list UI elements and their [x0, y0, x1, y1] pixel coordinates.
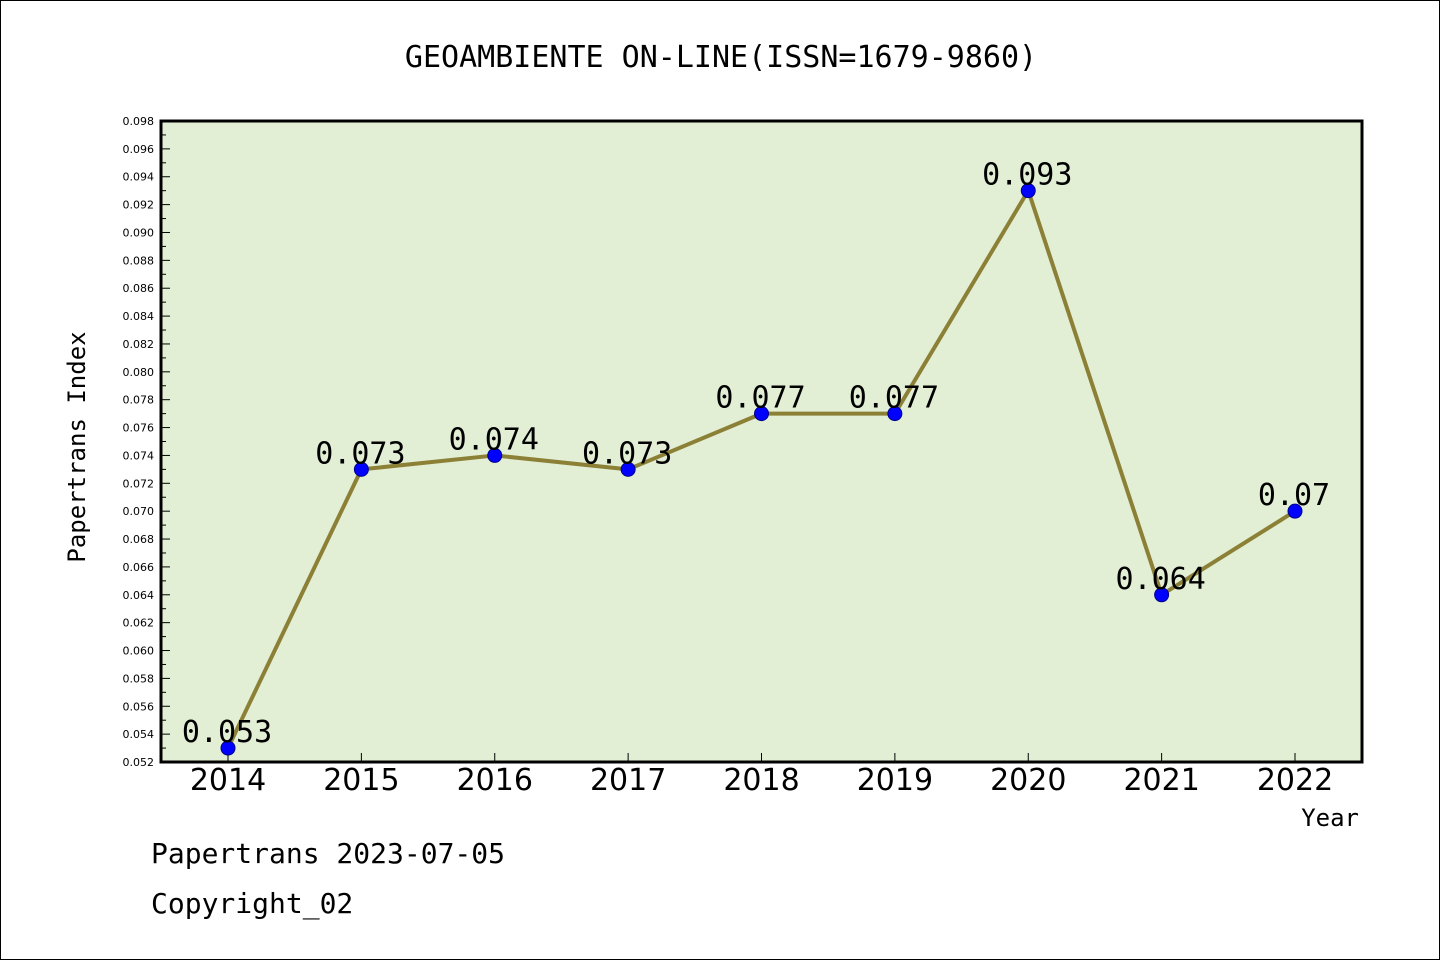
y-tick-label: 0.068 — [123, 533, 155, 546]
x-tick-label: 2017 — [590, 763, 666, 798]
y-tick-label: 0.076 — [123, 422, 155, 435]
footer-copyright: Copyright_02 — [151, 887, 354, 920]
x-tick-label: 2019 — [857, 763, 933, 798]
y-tick-label: 0.064 — [123, 589, 155, 602]
x-tick-label: 2020 — [990, 763, 1066, 798]
y-tick-label: 0.072 — [123, 477, 155, 490]
data-point-2016 — [487, 447, 503, 463]
chart-title: GEOAMBIENTE ON-LINE(ISSN=1679-9860) — [405, 40, 1037, 75]
y-tick-label: 0.086 — [123, 282, 155, 295]
data-label-2014: 0.053 — [182, 715, 272, 750]
y-tick-label: 0.078 — [123, 394, 155, 407]
y-tick-label: 0.094 — [123, 171, 155, 184]
y-tick-label: 0.092 — [123, 199, 155, 212]
y-tick-label: 0.060 — [123, 645, 155, 658]
y-tick-label: 0.088 — [123, 254, 155, 267]
y-tick-label: 0.058 — [123, 672, 155, 685]
y-tick-label: 0.056 — [123, 700, 155, 713]
x-tick-label: 2014 — [190, 763, 266, 798]
data-point-2021 — [1154, 587, 1170, 603]
data-point-2018 — [754, 406, 769, 422]
y-axis-label: Papertrans Index — [63, 331, 91, 562]
y-tick-label: 0.084 — [123, 310, 155, 323]
data-point-2020 — [1020, 183, 1036, 199]
x-tick-label: 2022 — [1257, 763, 1333, 798]
x-tick-label: 2018 — [723, 763, 799, 798]
data-label-2020: 0.093 — [982, 158, 1072, 193]
x-axis: 2014 2015 2016 2017 2018 2019 2020 2021 2022 — [190, 753, 1333, 798]
y-tick-label: 0.054 — [123, 728, 155, 741]
data-point-2022 — [1287, 503, 1303, 519]
y-tick-label: 0.090 — [123, 226, 155, 239]
data-label-2015: 0.073 — [315, 436, 405, 471]
data-label-2018: 0.077 — [715, 381, 805, 416]
x-tick-label: 2021 — [1123, 763, 1199, 798]
y-tick-label: 0.070 — [123, 505, 155, 518]
x-tick-label: 2015 — [323, 763, 399, 798]
data-point-2017 — [620, 461, 636, 477]
y-tick-label: 0.074 — [123, 449, 155, 462]
y-tick-label: 0.080 — [123, 366, 155, 379]
data-point-2014 — [220, 740, 236, 756]
y-tick-label: 0.052 — [123, 756, 155, 769]
data-point-2015 — [353, 461, 369, 477]
x-tick-label: 2016 — [457, 763, 533, 798]
y-tick-label: 0.066 — [123, 561, 155, 574]
series-line-group — [220, 183, 1303, 756]
data-labels: 0.053 0.073 0.074 0.073 0.077 0.077 0.093 0.064… — [182, 158, 1330, 750]
y-tick-label: 0.062 — [123, 617, 155, 630]
x-axis-label: Year — [1301, 804, 1359, 832]
plot-area — [159, 119, 1364, 764]
data-label-2021: 0.064 — [1115, 562, 1205, 597]
y-tick-label: 0.098 — [123, 115, 155, 128]
footer-date: Papertrans 2023-07-05 — [151, 837, 506, 870]
data-label-2017: 0.073 — [582, 436, 672, 471]
data-label-2016: 0.074 — [449, 422, 539, 457]
y-tick-label: 0.096 — [123, 143, 155, 156]
y-tick-label: 0.082 — [123, 338, 155, 351]
data-label-2022: 0.07 — [1258, 478, 1330, 513]
y-axis: 0.052 0.054 0.056 0.058 0.060 0.062 0.064 0.066… — [123, 115, 170, 769]
data-label-2019: 0.077 — [849, 381, 939, 416]
data-point-2019 — [887, 406, 903, 422]
